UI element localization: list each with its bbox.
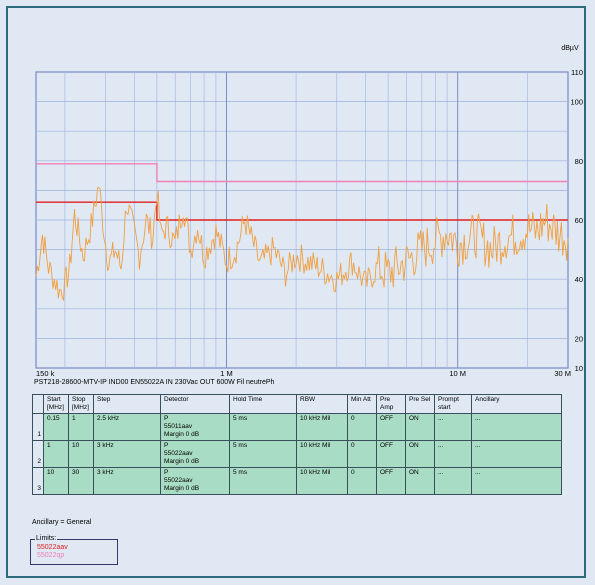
header-stop: Stop [MHz] <box>68 394 94 414</box>
header-hold-time: Hold Time <box>229 394 297 414</box>
header-detector: Detector <box>160 394 230 414</box>
cell-detector: P 55022aav Margin 0 dB <box>160 467 230 495</box>
table-row[interactable]: 1 0.15 1 2.5 kHz P 55011aav Margin 0 dB 5 ms 10 … <box>32 413 562 441</box>
cell-min-att: 0 <box>347 413 377 441</box>
header-start: Start [MHz] <box>43 394 69 414</box>
x-tick-label: 10 M <box>449 369 466 378</box>
y-unit-label: dBµV <box>561 45 579 52</box>
table-row[interactable]: 2 1 10 3 kHz P 55022aav Margin 0 dB 5 ms 10 kHz … <box>32 440 562 468</box>
limit-item-qp: 55022qp <box>37 552 65 559</box>
table-header-row: Start [MHz] Stop [MHz] Step Detector Hol… <box>32 394 562 414</box>
cell-step: 2.5 kHz <box>93 413 161 441</box>
cell-min-att: 0 <box>347 440 377 468</box>
detector-detector-limit: 55022aav <box>164 450 193 457</box>
detector-detector-limit: 55011aav <box>164 423 193 430</box>
cell-step: 3 kHz <box>93 440 161 468</box>
cell-start: 1 <box>43 440 69 468</box>
cell-min-att: 0 <box>347 467 377 495</box>
detector-detector: P <box>164 415 169 422</box>
cell-pre-amp: OFF <box>376 413 406 441</box>
header-prompt-start: Prompt start <box>434 394 472 414</box>
cell-pre-sel: ON <box>405 467 435 495</box>
header-pre-sel: Pre Sel <box>405 394 435 414</box>
x-tick-label: 1 M <box>220 369 233 378</box>
cell-pre-sel: ON <box>405 413 435 441</box>
y-tick-label: 40 <box>575 275 583 284</box>
y-tick-label: 110 <box>571 68 583 77</box>
row-index: 3 <box>32 467 44 495</box>
cell-stop: 10 <box>68 440 94 468</box>
y-tick-label: 20 <box>575 334 583 343</box>
chart-caption: PST218-28600-MTV-IP IND00 EN55022A IN 23… <box>34 379 275 386</box>
cell-hold-time: 5 ms <box>229 413 297 441</box>
detector-detector-margin: Margin 0 dB <box>164 458 200 465</box>
cell-hold-time: 5 ms <box>229 440 297 468</box>
detector-detector: P <box>164 442 169 449</box>
detector-detector: P <box>164 469 169 476</box>
header-min-att: Min Att <box>347 394 377 414</box>
cell-rbw: 10 kHz Mil <box>296 440 348 468</box>
limit-item-av: 55022aav <box>37 544 68 551</box>
cell-stop: 1 <box>68 413 94 441</box>
y-tick-label: 100 <box>570 98 583 107</box>
cell-prompt-start: ... <box>434 440 472 468</box>
cell-hold-time: 5 ms <box>229 467 297 495</box>
header-step: Step <box>93 394 161 414</box>
limits-title: Limits: <box>35 535 58 542</box>
header-pre-amp: Pre Amp <box>376 394 406 414</box>
cell-ancillary: ... <box>471 440 562 468</box>
cell-pre-sel: ON <box>405 440 435 468</box>
detector-detector-margin: Margin 0 dB <box>164 485 200 492</box>
cell-detector: P 55022aav Margin 0 dB <box>160 440 230 468</box>
header-rbw: RBW <box>296 394 348 414</box>
limit-line-55022qp <box>36 163 568 183</box>
cell-step: 3 kHz <box>93 467 161 495</box>
detector-detector-margin: Margin 0 dB <box>164 431 200 438</box>
x-tick-label: 30 M <box>554 369 571 378</box>
scan-parameters-table: Start [MHz] Stop [MHz] Step Detector Hol… <box>32 394 562 495</box>
cell-ancillary: ... <box>471 467 562 495</box>
cell-stop: 30 <box>68 467 94 495</box>
measurement-trace <box>35 186 569 302</box>
cell-start: 0.15 <box>43 413 69 441</box>
y-tick-label: 10 <box>575 364 583 373</box>
header-ancillary: Ancillary <box>471 394 562 414</box>
header-corner <box>32 394 44 414</box>
cell-ancillary: ... <box>471 413 562 441</box>
detector-detector-limit: 55022aav <box>164 477 193 484</box>
row-index: 2 <box>32 440 44 468</box>
cell-pre-amp: OFF <box>376 440 406 468</box>
emission-chart: 110 100 80 60 40 20 10 150 k 1 M 10 M 30 M dBµV <box>35 45 583 378</box>
row-index: 1 <box>32 413 44 441</box>
cell-rbw: 10 kHz Mil <box>296 467 348 495</box>
x-tick-label: 150 k <box>36 369 55 378</box>
cell-prompt-start: ... <box>434 467 472 495</box>
cell-detector: P 55011aav Margin 0 dB <box>160 413 230 441</box>
cell-rbw: 10 kHz Mil <box>296 413 348 441</box>
y-tick-label: 80 <box>575 157 583 166</box>
ancillary-note: Ancillary = General <box>32 519 92 526</box>
y-tick-label: 60 <box>575 216 583 225</box>
table-row[interactable]: 3 10 30 3 kHz P 55022aav Margin 0 dB 5 ms 10 kHz… <box>32 467 562 495</box>
limits-legend: Limits: 55022aav 55022qp <box>30 535 118 565</box>
cell-start: 10 <box>43 467 69 495</box>
axis-labels: 110 100 80 60 40 20 10 150 k 1 M 10 M 30 M <box>36 68 583 378</box>
cell-pre-amp: OFF <box>376 467 406 495</box>
trace-line <box>35 186 569 302</box>
cell-prompt-start: ... <box>434 413 472 441</box>
